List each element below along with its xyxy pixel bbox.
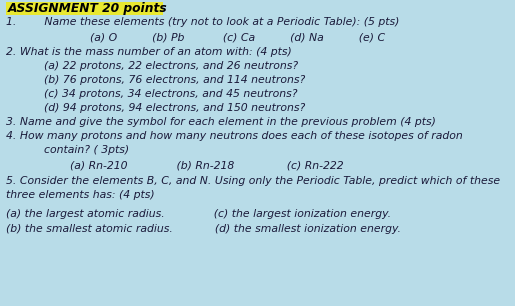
Text: 3. Name and give the symbol for each element in the previous problem (4 pts): 3. Name and give the symbol for each ele… <box>6 117 436 127</box>
Text: (b) the smallest atomic radius.            (d) the smallest ionization energy.: (b) the smallest atomic radius. (d) the … <box>6 224 401 234</box>
Text: (c) 34 protons, 34 electrons, and 45 neutrons?: (c) 34 protons, 34 electrons, and 45 neu… <box>44 89 297 99</box>
Text: (a) 22 protons, 22 electrons, and 26 neutrons?: (a) 22 protons, 22 electrons, and 26 neu… <box>44 61 298 71</box>
Text: (a) the largest atomic radius.              (c) the largest ionization energy.: (a) the largest atomic radius. (c) the l… <box>6 209 391 219</box>
Text: 5. Consider the elements B, C, and N. Using only the Periodic Table, predict whi: 5. Consider the elements B, C, and N. Us… <box>6 176 500 186</box>
Text: three elements has: (4 pts): three elements has: (4 pts) <box>6 190 155 200</box>
Text: (d) 94 protons, 94 electrons, and 150 neutrons?: (d) 94 protons, 94 electrons, and 150 ne… <box>44 103 305 113</box>
Text: 1.        Name these elements (try not to look at a Periodic Table): (5 pts): 1. Name these elements (try not to look … <box>6 17 400 27</box>
Text: 2. What is the mass number of an atom with: (4 pts): 2. What is the mass number of an atom wi… <box>6 47 292 58</box>
Text: (a) O          (b) Pb           (c) Ca          (d) Na          (e) C: (a) O (b) Pb (c) Ca (d) Na (e) C <box>90 32 385 42</box>
Text: contain? ( 3pts): contain? ( 3pts) <box>44 145 129 155</box>
Bar <box>6 2 163 15</box>
Text: 4. How many protons and how many neutrons does each of these isotopes of radon: 4. How many protons and how many neutron… <box>6 131 463 141</box>
Text: (b) 76 protons, 76 electrons, and 114 neutrons?: (b) 76 protons, 76 electrons, and 114 ne… <box>44 75 305 85</box>
Text: ASSIGNMENT 20 points: ASSIGNMENT 20 points <box>8 2 168 15</box>
Text: (a) Rn-210              (b) Rn-218               (c) Rn-222: (a) Rn-210 (b) Rn-218 (c) Rn-222 <box>70 160 343 170</box>
